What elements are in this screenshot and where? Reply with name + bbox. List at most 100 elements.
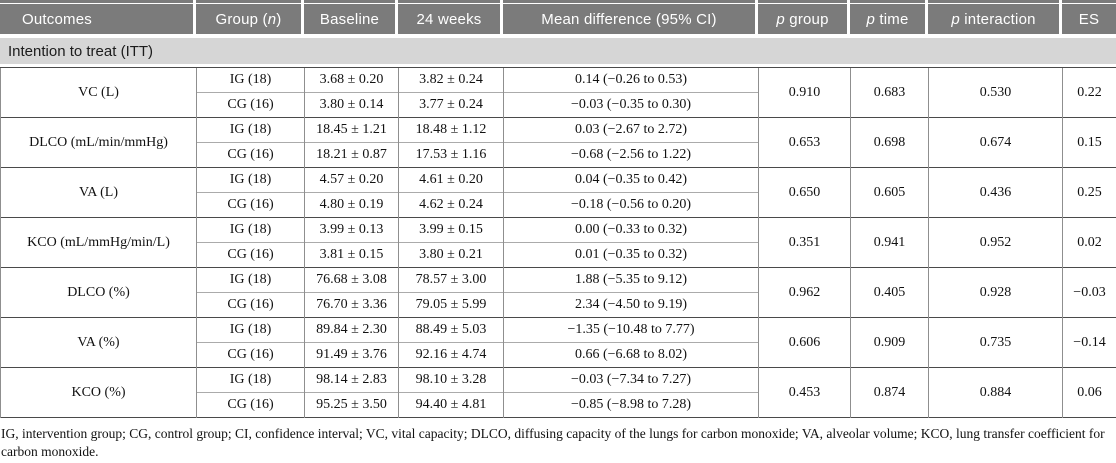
p-interaction-cell: 0.952 <box>928 217 1063 268</box>
es-cell: −0.03 <box>1062 267 1116 318</box>
column-header-label: 24 weeks <box>416 10 482 28</box>
outcome-cell: VA (%) <box>0 317 197 368</box>
es-cell: 0.15 <box>1062 117 1116 168</box>
table-row-cg: CG (16) 76.70 ± 3.36 79.05 ± 5.99 2.34 (… <box>1 292 1116 318</box>
table-row-ig: KCO (mL/mmHg/min/L) IG (18) 3.99 ± 0.13 … <box>0 217 1116 268</box>
group-cell: IG (18) <box>196 117 305 143</box>
group-cell: CG (16) <box>196 192 305 218</box>
mean-difference-cell: 0.01 (−0.35 to 0.32) <box>503 242 759 268</box>
baseline-cell: 3.81 ± 0.15 <box>304 242 399 268</box>
baseline-cell: 4.57 ± 0.20 <box>304 167 399 193</box>
weeks24-cell: 17.53 ± 1.16 <box>398 142 504 168</box>
results-table-body: VC (L) IG (18) 3.68 ± 0.20 3.82 ± 0.24 0… <box>0 67 1116 418</box>
es-cell: 0.22 <box>1062 67 1116 118</box>
group-cell: IG (18) <box>196 267 305 293</box>
p-group-cell: 0.351 <box>758 217 851 268</box>
outcome-cell: VA (L) <box>0 167 197 218</box>
column-header-p-time: p time <box>850 0 928 34</box>
es-cell: −0.14 <box>1062 317 1116 368</box>
column-header-24-weeks: 24 weeks <box>398 0 503 34</box>
table-row-ig: KCO (%) IG (18) 98.14 ± 2.83 98.10 ± 3.2… <box>0 367 1116 418</box>
mean-difference-cell: −1.35 (−10.48 to 7.77) <box>503 317 759 343</box>
p-group-cell: 0.606 <box>758 317 851 368</box>
mean-difference-cell: −0.18 (−0.56 to 0.20) <box>503 192 759 218</box>
baseline-cell: 18.21 ± 0.87 <box>304 142 399 168</box>
weeks24-cell: 78.57 ± 3.00 <box>398 267 504 293</box>
table-row-cg: CG (16) 95.25 ± 3.50 94.40 ± 4.81 −0.85 … <box>1 392 1116 418</box>
es-cell: 0.02 <box>1062 217 1116 268</box>
column-header-label: Outcomes <box>22 10 92 28</box>
p-interaction-cell: 0.735 <box>928 317 1063 368</box>
weeks24-cell: 98.10 ± 3.28 <box>398 367 504 393</box>
table-row-cg: CG (16) 3.80 ± 0.14 3.77 ± 0.24 −0.03 (−… <box>1 92 1116 118</box>
weeks24-cell: 92.16 ± 4.74 <box>398 342 504 368</box>
table-row-ig: DLCO (%) IG (18) 76.68 ± 3.08 78.57 ± 3.… <box>0 267 1116 318</box>
table-row-cg: CG (16) 3.81 ± 0.15 3.80 ± 0.21 0.01 (−0… <box>1 242 1116 268</box>
mean-difference-cell: 0.03 (−2.67 to 2.72) <box>503 117 759 143</box>
table-row-cg: CG (16) 4.80 ± 0.19 4.62 ± 0.24 −0.18 (−… <box>1 192 1116 218</box>
column-header-label-italic: p <box>776 10 785 28</box>
mean-difference-cell: 0.00 (−0.33 to 0.32) <box>503 217 759 243</box>
p-group-cell: 0.453 <box>758 367 851 418</box>
baseline-cell: 3.80 ± 0.14 <box>304 92 399 118</box>
p-interaction-cell: 0.674 <box>928 117 1063 168</box>
weeks24-cell: 3.99 ± 0.15 <box>398 217 504 243</box>
weeks24-cell: 4.61 ± 0.20 <box>398 167 504 193</box>
weeks24-cell: 3.80 ± 0.21 <box>398 242 504 268</box>
mean-difference-cell: 0.14 (−0.26 to 0.53) <box>503 67 759 93</box>
table-row-cg: CG (16) 91.49 ± 3.76 92.16 ± 4.74 0.66 (… <box>1 342 1116 368</box>
mean-difference-cell: −0.03 (−0.35 to 0.30) <box>503 92 759 118</box>
column-header-mean-difference: Mean difference (95% CI) <box>503 0 758 34</box>
p-time-cell: 0.605 <box>850 167 929 218</box>
group-cell: CG (16) <box>196 92 305 118</box>
weeks24-cell: 79.05 ± 5.99 <box>398 292 504 318</box>
group-cell: CG (16) <box>196 342 305 368</box>
group-cell: CG (16) <box>196 292 305 318</box>
weeks24-cell: 4.62 ± 0.24 <box>398 192 504 218</box>
section-header-itt: Intention to treat (ITT) <box>0 38 1116 64</box>
group-cell: IG (18) <box>196 167 305 193</box>
mean-difference-cell: −0.03 (−7.34 to 7.27) <box>503 367 759 393</box>
baseline-cell: 76.70 ± 3.36 <box>304 292 399 318</box>
outcome-cell: KCO (%) <box>0 367 197 418</box>
mean-difference-cell: −0.68 (−2.56 to 1.22) <box>503 142 759 168</box>
mean-difference-cell: 1.88 (−5.35 to 9.12) <box>503 267 759 293</box>
p-time-cell: 0.941 <box>850 217 929 268</box>
column-header-label: Baseline <box>319 10 380 28</box>
outcome-cell: KCO (mL/mmHg/min/L) <box>0 217 197 268</box>
column-header-label: ES <box>1078 10 1100 28</box>
column-header-group: Group (n) <box>196 0 304 34</box>
column-header-label: interaction <box>959 10 1036 28</box>
results-table: VC (L) IG (18) 3.68 ± 0.20 3.82 ± 0.24 0… <box>0 67 1116 418</box>
weeks24-cell: 3.77 ± 0.24 <box>398 92 504 118</box>
weeks24-cell: 94.40 ± 4.81 <box>398 392 504 418</box>
p-group-cell: 0.962 <box>758 267 851 318</box>
group-cell: CG (16) <box>196 242 305 268</box>
column-header-label: ) <box>276 10 282 28</box>
baseline-cell: 18.45 ± 1.21 <box>304 117 399 143</box>
es-cell: 0.25 <box>1062 167 1116 218</box>
group-cell: IG (18) <box>196 67 305 93</box>
group-cell: IG (18) <box>196 217 305 243</box>
column-header-baseline: Baseline <box>304 0 398 34</box>
group-cell: IG (18) <box>196 317 305 343</box>
outcome-cell: VC (L) <box>0 67 197 118</box>
p-interaction-cell: 0.436 <box>928 167 1063 218</box>
table-row-ig: VA (%) IG (18) 89.84 ± 2.30 88.49 ± 5.03… <box>0 317 1116 368</box>
outcome-cell: DLCO (mL/min/mmHg) <box>0 117 197 168</box>
weeks24-cell: 18.48 ± 1.12 <box>398 117 504 143</box>
column-header-outcomes: Outcomes <box>0 0 196 34</box>
p-interaction-cell: 0.928 <box>928 267 1063 318</box>
table-row-cg: CG (16) 18.21 ± 0.87 17.53 ± 1.16 −0.68 … <box>1 142 1116 168</box>
baseline-cell: 3.68 ± 0.20 <box>304 67 399 93</box>
p-group-cell: 0.910 <box>758 67 851 118</box>
baseline-cell: 3.99 ± 0.13 <box>304 217 399 243</box>
column-header-label: time <box>875 10 909 28</box>
outcome-cell: DLCO (%) <box>0 267 197 318</box>
baseline-cell: 91.49 ± 3.76 <box>304 342 399 368</box>
table-row-ig: DLCO (mL/min/mmHg) IG (18) 18.45 ± 1.21 … <box>0 117 1116 168</box>
column-header-label: group <box>784 10 829 28</box>
baseline-cell: 98.14 ± 2.83 <box>304 367 399 393</box>
p-time-cell: 0.683 <box>850 67 929 118</box>
column-header-label-italic: p <box>951 10 960 28</box>
